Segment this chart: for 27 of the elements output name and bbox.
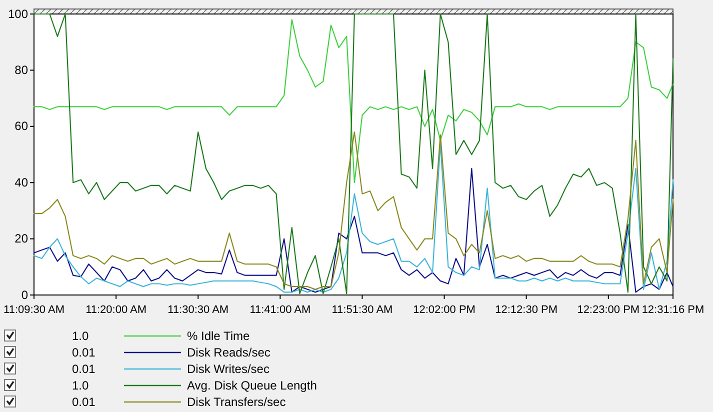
x-tick-label: 12:12:30 PM (495, 304, 558, 316)
x-tick-label: 11:09:30 AM (4, 304, 64, 316)
legend-label: Disk Transfers/sec (187, 395, 286, 409)
line-series (33, 19, 674, 184)
y-tick-label: 0 (21, 288, 28, 302)
text: 1.0 (72, 378, 90, 392)
text: 0.01 (72, 346, 96, 360)
x-tick-label: 12:02:00 PM (413, 304, 476, 316)
y-tick-label: 20 (14, 232, 28, 246)
y-tick-label: 40 (14, 175, 28, 190)
legend-label: Disk Reads/sec (187, 346, 270, 360)
text: 0.01 (72, 362, 96, 376)
x-tick-label: 12:23:00 PM (577, 304, 640, 316)
line-series (33, 168, 674, 293)
y-tick-label: 80 (14, 63, 28, 78)
text: 0.01 (72, 395, 96, 409)
legend-label: % Idle Time (187, 329, 250, 343)
x-tick-label: 12:31:16 PM (642, 304, 704, 316)
x-tick-label: 11:41:00 AM (250, 304, 311, 316)
x-tick-label: 11:30:30 AM (168, 304, 229, 316)
legend-label: Avg. Disk Queue Length (187, 378, 317, 392)
text: 1.0 (72, 329, 90, 343)
y-tick-label: 100 (8, 6, 28, 21)
y-tick-label: 60 (14, 119, 28, 134)
x-tick-label: 11:20:00 AM (86, 304, 147, 316)
legend-label: Disk Writes/sec (187, 362, 270, 376)
x-tick-label: 11:51:30 AM (332, 304, 393, 316)
